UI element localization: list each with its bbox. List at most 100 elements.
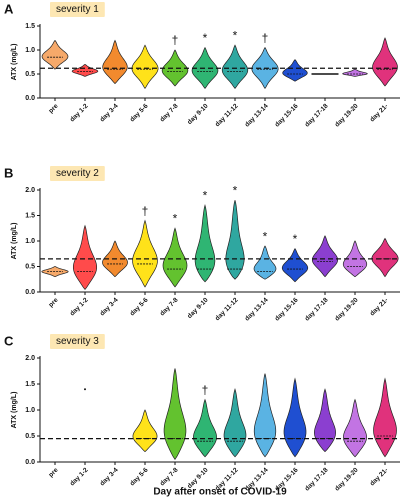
x-tick-label: day 9-10 — [186, 296, 210, 320]
annotation: * — [233, 183, 238, 197]
violin — [131, 44, 159, 90]
x-tick-label: day 1-2 — [69, 296, 90, 317]
x-tick-label: day 15-16 — [274, 102, 300, 128]
x-tick-label: pre — [48, 102, 60, 114]
violin — [72, 224, 98, 291]
x-tick-label: day 5-6 — [129, 466, 150, 487]
x-tick-label: pre — [48, 296, 60, 308]
violin — [283, 377, 307, 458]
violin — [314, 388, 336, 453]
violin — [253, 373, 277, 458]
title-box — [50, 334, 105, 349]
annotation: † — [202, 383, 209, 397]
x-tick-label: day 11-12 — [214, 102, 240, 128]
violin — [371, 237, 399, 278]
violin — [372, 37, 398, 87]
y-tick-label: 0.0 — [25, 459, 35, 466]
panel-title: severity 1 — [56, 4, 99, 15]
annotation: * — [293, 232, 298, 246]
y-tick-label: 1.5 — [25, 212, 35, 219]
x-tick-label: day 19-20 — [334, 102, 360, 128]
x-tick-label: day 21- — [369, 103, 390, 124]
y-tick-label: 2.0 — [25, 355, 35, 362]
y-tick-label: 0.5 — [25, 71, 35, 78]
y-tick-label: 0.0 — [25, 289, 35, 296]
violin — [373, 377, 397, 458]
panel-letter: A — [4, 1, 14, 16]
x-tick-label: day 7-8 — [159, 296, 180, 317]
annotation: † — [172, 33, 179, 47]
violin — [132, 219, 158, 288]
title-box — [50, 166, 105, 181]
violin — [221, 44, 249, 89]
y-tick-label: 0.5 — [25, 433, 35, 440]
violin — [342, 68, 368, 77]
x-tick-label: day 17-18 — [304, 102, 330, 128]
violin — [71, 64, 99, 77]
x-tick-label: day 9-10 — [186, 102, 210, 126]
y-tick-label: 1.0 — [25, 238, 35, 245]
x-tick-label: day 13-14 — [244, 296, 270, 322]
x-tick-label: day 15-16 — [274, 296, 300, 322]
y-tick-label: 0.5 — [25, 263, 35, 270]
violin — [193, 398, 217, 458]
panel-letter: B — [4, 165, 13, 180]
violin — [194, 203, 216, 283]
violin — [225, 200, 245, 280]
y-tick-label: 0.0 — [25, 95, 35, 102]
y-tick-label: 1.5 — [25, 381, 35, 388]
violin — [162, 227, 188, 288]
x-tick-label: day 17-18 — [304, 296, 330, 322]
y-tick-label: 2.0 — [25, 187, 35, 194]
y-tick-label: 1.0 — [25, 47, 35, 54]
violin — [102, 39, 128, 85]
x-tick-label: day 1-2 — [69, 466, 90, 487]
y-axis-title: ATX (mg/L) — [11, 44, 18, 81]
x-tick-label: day 21- — [369, 467, 390, 488]
violin — [41, 39, 69, 70]
x-tick-label: day 5-6 — [129, 102, 150, 123]
violin — [311, 235, 339, 278]
annotation: † — [262, 31, 269, 45]
annotation: * — [203, 188, 208, 202]
x-tick-label: day 13-14 — [244, 102, 270, 128]
annotation: * — [263, 229, 268, 243]
violin — [282, 59, 308, 82]
x-tick-label: day 3-4 — [99, 296, 120, 317]
x-tick-label: day 21- — [369, 297, 390, 318]
x-tick-label: day 11-12 — [214, 296, 240, 322]
y-axis-title: ATX (mg/L) — [11, 392, 18, 429]
violin — [281, 248, 309, 283]
panel-letter: C — [4, 333, 14, 348]
annotation: * — [173, 211, 178, 225]
x-tick-label: day 3-4 — [99, 102, 120, 123]
annotation: * — [203, 31, 208, 45]
x-tick-label: day 5-6 — [129, 296, 150, 317]
x-tick-label: day 7-8 — [159, 466, 180, 487]
x-tick-label: day 17-18 — [304, 466, 330, 492]
panel-title: severity 2 — [56, 168, 99, 179]
violin-point — [84, 388, 86, 391]
annotation: * — [233, 28, 238, 42]
violin — [132, 409, 158, 453]
violin — [253, 245, 277, 280]
violin — [343, 398, 367, 458]
x-tick-label: day 7-8 — [159, 102, 180, 123]
annotation: † — [142, 204, 149, 218]
y-tick-label: 1.0 — [25, 407, 35, 414]
y-tick-label: 1.5 — [25, 23, 35, 30]
violin — [163, 368, 187, 461]
violin — [161, 49, 189, 87]
title-box — [50, 2, 105, 17]
x-axis-title: Day after onset of COVID-19 — [153, 487, 287, 498]
x-tick-label: day 19-20 — [334, 466, 360, 492]
violin — [223, 387, 247, 458]
panel-title: severity 3 — [56, 336, 99, 347]
x-tick-label: day 19-20 — [334, 296, 360, 322]
x-tick-label: pre — [48, 466, 60, 478]
y-axis-title: ATX (mg/L) — [11, 223, 18, 260]
